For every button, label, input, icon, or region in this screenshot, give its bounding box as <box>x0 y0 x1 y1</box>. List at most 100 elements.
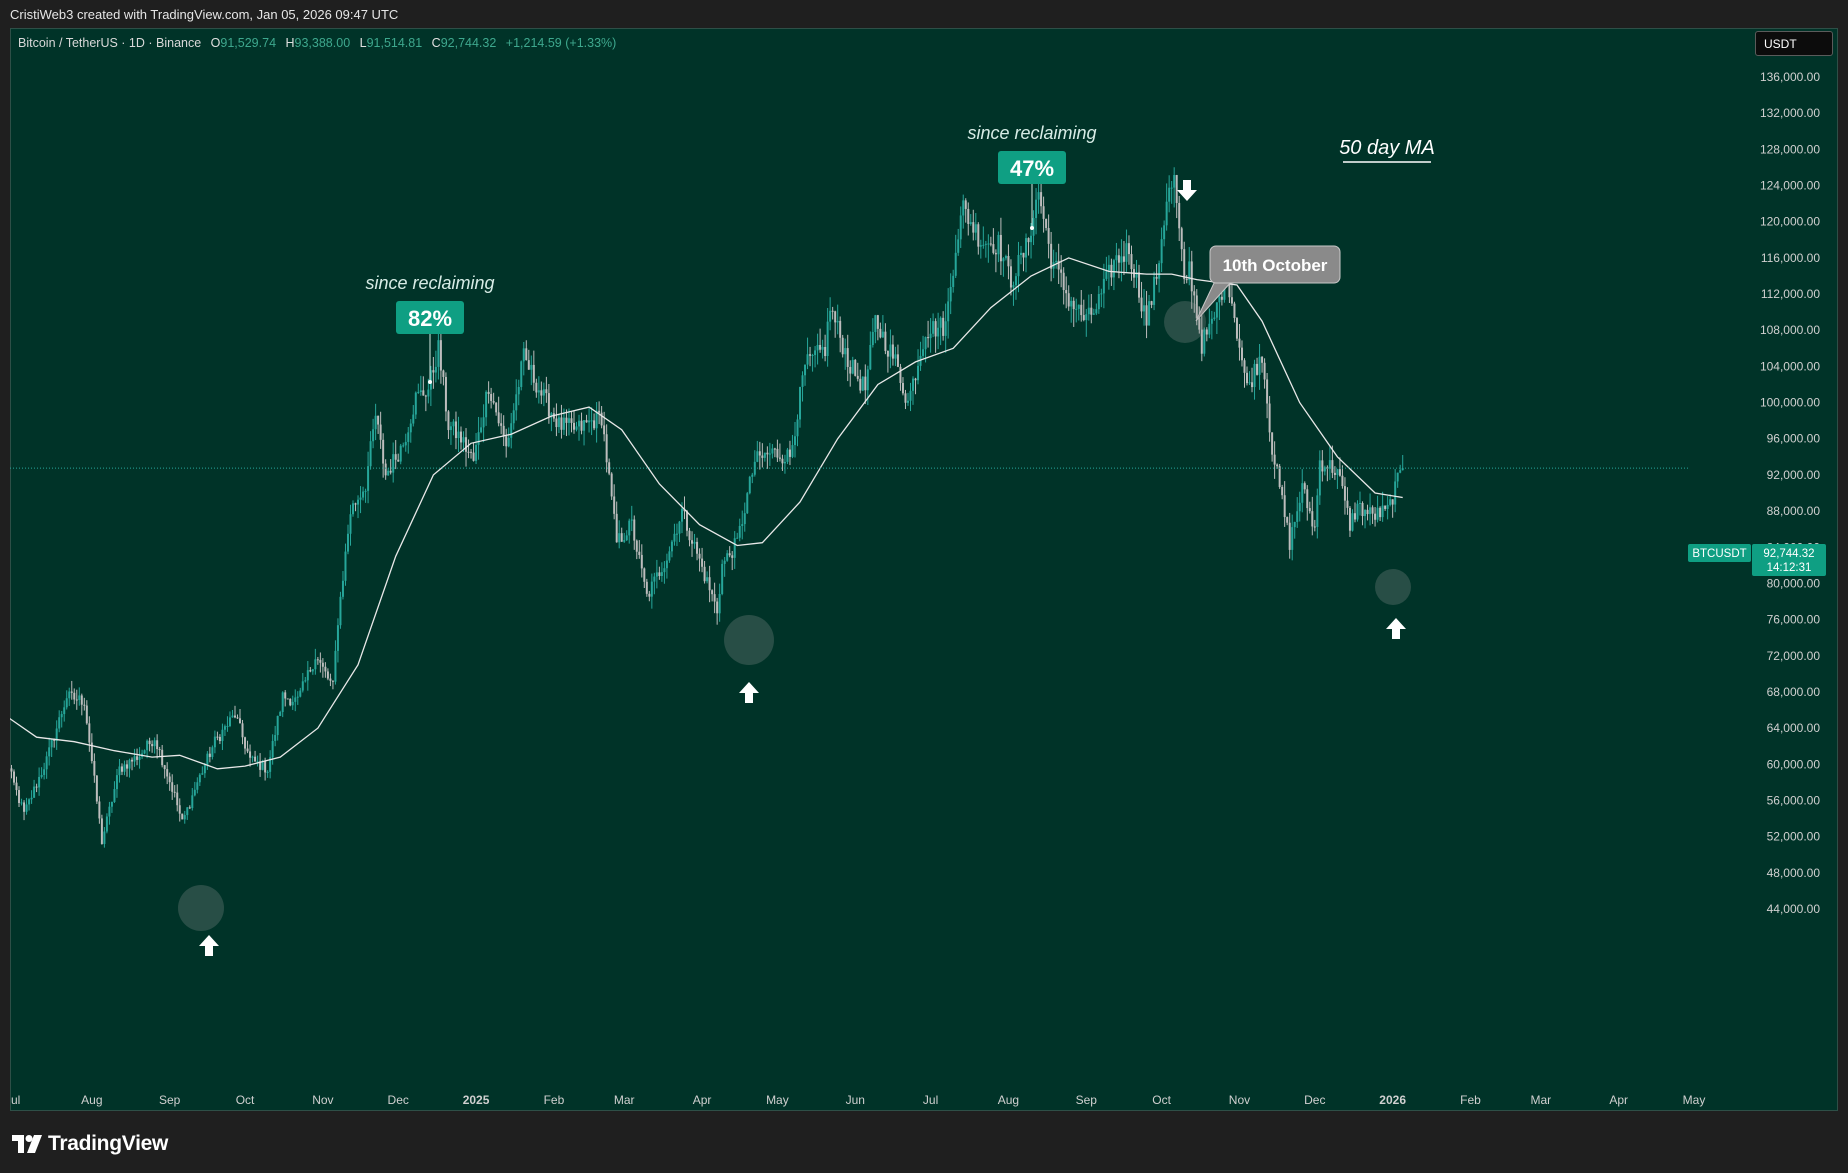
candle-body <box>1258 356 1261 375</box>
candle-body <box>781 458 784 464</box>
candle-body <box>206 753 209 766</box>
close-label: C <box>431 36 441 50</box>
candle-body <box>1105 271 1108 279</box>
candle-body <box>53 739 56 741</box>
candle-body <box>728 553 731 556</box>
candle-body <box>733 538 736 558</box>
candle-body <box>392 454 395 473</box>
reclaim-1-percent: 82% <box>408 306 452 331</box>
candle-body <box>454 421 457 439</box>
candle-body <box>40 774 43 777</box>
candle-body <box>334 650 337 682</box>
candle-body <box>668 551 671 561</box>
tradingview-logo[interactable]: TradingView <box>12 1132 168 1156</box>
candle-body <box>653 576 656 582</box>
candle-body <box>311 669 314 672</box>
candle-body <box>90 742 93 762</box>
candle-body <box>761 455 764 458</box>
candle-body <box>527 360 530 370</box>
candle-body <box>560 417 563 430</box>
candle-body <box>1190 261 1193 292</box>
candle-body <box>13 771 15 783</box>
candle-body <box>1351 513 1354 531</box>
candle-body <box>1007 255 1010 267</box>
candle-body <box>628 520 631 536</box>
candle-body <box>1364 509 1367 517</box>
candle-body <box>276 715 279 736</box>
candle-body <box>826 321 829 357</box>
candle-body <box>633 519 636 541</box>
candle-body <box>1266 379 1269 404</box>
candle-body <box>1080 304 1083 316</box>
candle-body <box>100 818 103 844</box>
candle-body <box>404 441 407 446</box>
chart-panel[interactable]: 136,000.00 132,000.00 128,000.00 124,000.00… <box>10 28 1838 1111</box>
candle-body <box>517 386 520 395</box>
candle-body <box>108 806 111 817</box>
candle-body <box>171 782 174 792</box>
y-tick-label: 96,000.00 <box>1767 432 1821 446</box>
candle-body <box>927 337 930 339</box>
candle-body <box>1261 356 1264 363</box>
candle-body <box>414 392 417 415</box>
candle-body <box>1138 272 1141 298</box>
candle-body <box>691 540 694 544</box>
candle-body <box>972 222 975 233</box>
candle-body <box>1401 468 1404 471</box>
reclaim-2-badge <box>998 151 1066 184</box>
candle-body <box>711 590 714 595</box>
candle-body <box>193 789 196 796</box>
candle-body <box>1308 508 1311 512</box>
candle-body <box>547 393 550 417</box>
reclaim-highlight-apr-2025 <box>724 615 774 665</box>
candle-body <box>849 366 852 374</box>
candle-body <box>726 553 729 561</box>
candle-body <box>409 423 412 433</box>
candle-body <box>500 423 503 426</box>
candle-body <box>1040 192 1043 207</box>
x-tick-label: Apr <box>1609 1093 1628 1107</box>
open-value: 91,529.74 <box>220 36 277 50</box>
candle-body <box>1296 511 1299 522</box>
candle-body <box>50 739 53 748</box>
ticker-tag <box>1688 544 1751 562</box>
candle-body <box>520 361 523 387</box>
x-tick-label: Feb <box>544 1093 565 1107</box>
candle-body <box>183 815 186 820</box>
candle-body <box>864 376 867 391</box>
x-tick-label: Aug <box>81 1093 102 1107</box>
candle-body <box>773 448 776 450</box>
candle-body <box>751 474 754 477</box>
candle-body <box>336 625 339 651</box>
candle-body <box>979 245 982 247</box>
candle-body <box>987 243 990 245</box>
candle-body <box>246 748 249 752</box>
candle-body <box>449 426 452 431</box>
candle-body <box>982 244 985 246</box>
candle-body <box>959 215 962 240</box>
candle-body <box>1371 507 1374 514</box>
candle-body <box>947 301 950 322</box>
candle-body <box>191 795 194 809</box>
low-value: 91,514.81 <box>366 36 423 50</box>
candle-body <box>357 499 360 505</box>
candle-body <box>686 511 689 531</box>
x-tick-label: Dec <box>1304 1093 1325 1107</box>
currency-button[interactable]: USDT <box>1755 31 1833 56</box>
candle-body <box>289 698 292 706</box>
candle-body <box>80 695 83 705</box>
candle-body <box>788 449 791 457</box>
candle-body <box>1070 300 1073 307</box>
candle-body <box>439 340 442 371</box>
candle-body <box>540 390 543 396</box>
candle-body <box>1107 264 1110 272</box>
candle-body <box>522 348 525 362</box>
candle-body <box>718 594 721 614</box>
candle-body <box>15 782 18 791</box>
price-chart[interactable]: 136,000.00 132,000.00 128,000.00 124,000.00… <box>10 28 1838 1111</box>
candle-body <box>1145 305 1148 326</box>
candle-body <box>854 360 857 376</box>
candle-body <box>138 756 141 760</box>
candle-body <box>482 417 485 428</box>
candle-body <box>432 370 435 373</box>
